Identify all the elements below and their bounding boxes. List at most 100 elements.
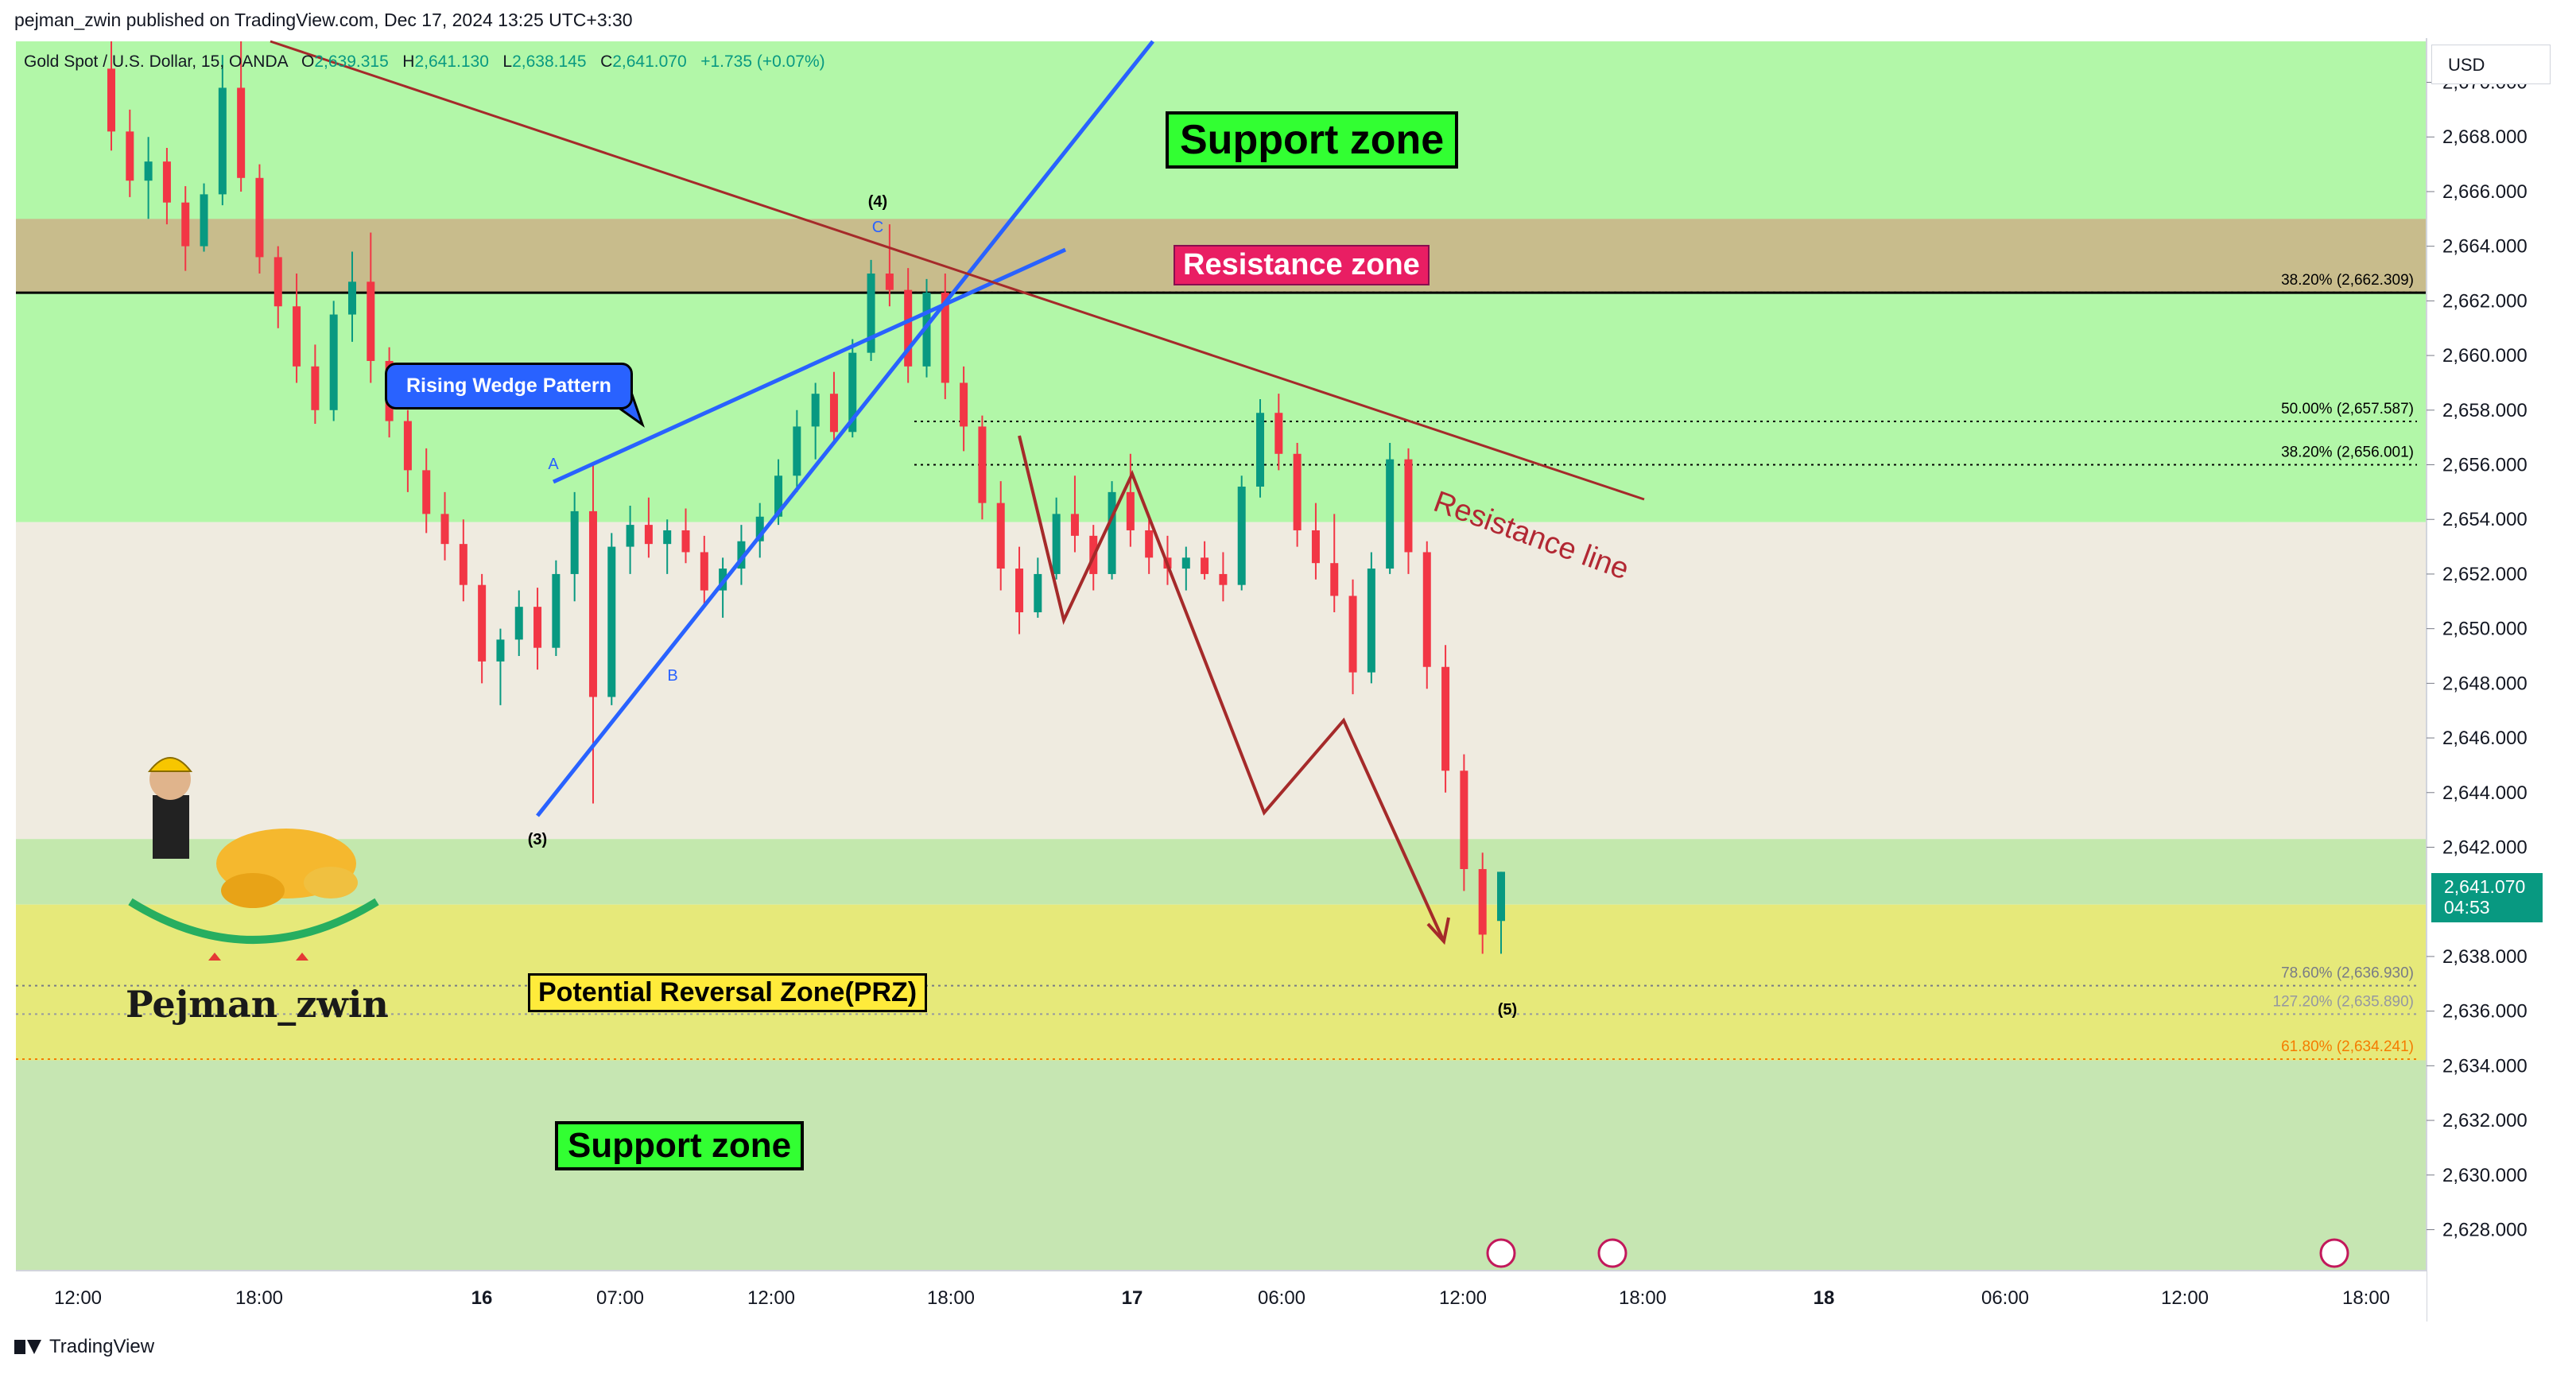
- price-tick-label-8: 2,654.000: [2442, 509, 2528, 530]
- open-value: 2,639.315: [314, 52, 389, 71]
- candle-body: [1070, 514, 1079, 536]
- zone-band-4: [16, 904, 2427, 1061]
- price-tick-label-3: 2,664.000: [2442, 236, 2528, 258]
- candle-body: [1441, 666, 1450, 771]
- candle-body: [978, 426, 987, 503]
- candle-body: [367, 281, 375, 361]
- candle-body: [941, 293, 949, 383]
- support-zone-top-label: Support zone: [1166, 111, 1459, 169]
- tradingview-brand-text: TradingView: [49, 1336, 155, 1357]
- price-tick-label-19: 2,630.000: [2442, 1165, 2528, 1186]
- time-tick-label-2: 16: [471, 1287, 493, 1309]
- candle-body: [1404, 459, 1413, 553]
- current-price-value: 2,641.070: [2444, 876, 2526, 897]
- candle-body: [1274, 413, 1283, 454]
- candle-body: [1293, 453, 1302, 530]
- candle-body: [162, 161, 171, 203]
- price-tick-label-14: 2,642.000: [2442, 836, 2528, 858]
- time-tick-label-10: 18: [1814, 1287, 1835, 1309]
- candle-body: [1108, 491, 1116, 574]
- time-tick-label-5: 18:00: [927, 1287, 975, 1309]
- projection-path: [1018, 435, 1445, 942]
- candle-body: [181, 202, 190, 246]
- candle-body: [829, 394, 838, 433]
- candle-body: [274, 257, 282, 307]
- publisher-bar: pejman_zwin published on TradingView.com…: [0, 0, 2576, 38]
- high-label: H: [402, 52, 415, 71]
- time-axis-bg: [0, 1271, 2427, 1322]
- price-scale-bg: [2427, 38, 2576, 1322]
- candle-body: [1145, 530, 1154, 558]
- tradingview-logo[interactable]: TradingView: [14, 1336, 154, 1358]
- symbol-legend: Gold Spot / U.S. Dollar, 15, OANDA O2,63…: [24, 52, 825, 72]
- candle-body: [1256, 413, 1265, 487]
- candle-body: [107, 68, 115, 132]
- price-tick-label-9: 2,652.000: [2442, 564, 2528, 585]
- price-tick-label-12: 2,646.000: [2442, 728, 2528, 749]
- event-icon-flash: [1486, 1238, 1516, 1268]
- candle-body: [681, 530, 690, 553]
- price-tick-label-16: 2,636.000: [2442, 1001, 2528, 1023]
- currency-selector[interactable]: USD: [2431, 45, 2551, 84]
- time-tick-label-11: 06:00: [1981, 1287, 2029, 1309]
- zone-band-3: [16, 839, 2427, 905]
- time-tick-label-8: 12:00: [1439, 1287, 1487, 1309]
- price-tick-label-11: 2,648.000: [2442, 673, 2528, 694]
- time-tick-label-4: 12:00: [747, 1287, 795, 1309]
- fib-level-label-5: 61.80% (2,634.241): [2281, 1038, 2414, 1055]
- mascot-illustration: [128, 757, 379, 961]
- candle-body: [607, 546, 616, 697]
- candle-body: [1460, 770, 1468, 869]
- gold-nugget-icon: [221, 873, 285, 908]
- miner-figure-icon: [153, 795, 189, 859]
- wave-3-label: (3): [528, 831, 547, 848]
- candle-body: [737, 541, 746, 569]
- hard-hat-icon: [147, 757, 193, 772]
- candle-body: [144, 161, 153, 181]
- point-b-label: B: [667, 667, 677, 685]
- candle-body: [588, 510, 597, 697]
- candle-body: [885, 274, 894, 290]
- candle-body: [459, 544, 467, 585]
- candle-body: [533, 607, 542, 648]
- candle-body: [904, 289, 913, 367]
- time-tick-label-1: 18:00: [235, 1287, 283, 1309]
- tradingview-logo-icon: [14, 1338, 41, 1356]
- candle-body: [496, 639, 505, 662]
- candle-body: [1367, 569, 1375, 673]
- time-tick-label-9: 18:00: [1619, 1287, 1666, 1309]
- candle-body: [478, 584, 487, 662]
- candle-body: [570, 510, 579, 574]
- price-tick-label-6: 2,658.000: [2442, 400, 2528, 421]
- gold-nugget-icon: [304, 867, 358, 899]
- candle-body: [1422, 552, 1431, 667]
- brand-triangle-icon: [208, 953, 221, 961]
- point-a-label: A: [548, 456, 559, 473]
- candle-body: [1330, 563, 1339, 596]
- us-flag-event-icon-2: [2319, 1238, 2349, 1268]
- fib-level-label-3: 78.60% (2,636.930): [2281, 965, 2414, 982]
- candle-body: [1311, 530, 1320, 564]
- price-tick-label-7: 2,656.000: [2442, 455, 2528, 476]
- fib-level-label-4: 127.20% (2,635.890): [2273, 993, 2414, 1010]
- candle-body: [793, 426, 801, 476]
- candle-body: [293, 306, 301, 367]
- support-zone-bottom-label: Support zone: [555, 1121, 805, 1170]
- time-tick-label-6: 17: [1122, 1287, 1143, 1309]
- us-flag-event-icon: [1597, 1238, 1627, 1268]
- candle-body: [1348, 596, 1357, 673]
- bar-countdown: 04:53: [2444, 897, 2490, 918]
- candle-body: [440, 514, 449, 545]
- candle-body: [514, 607, 523, 640]
- candle-body: [1237, 486, 1246, 585]
- candle-body: [1052, 514, 1061, 574]
- time-tick-label-12: 12:00: [2161, 1287, 2209, 1309]
- time-tick-label-0: 12:00: [54, 1287, 102, 1309]
- price-tick-label-5: 2,660.000: [2442, 345, 2528, 367]
- candle-body: [1478, 868, 1487, 935]
- wedge-lower-line: [536, 40, 1154, 817]
- candle-body: [403, 421, 412, 471]
- zone-band-5: [16, 1060, 2427, 1271]
- resistance-line: [270, 40, 1645, 501]
